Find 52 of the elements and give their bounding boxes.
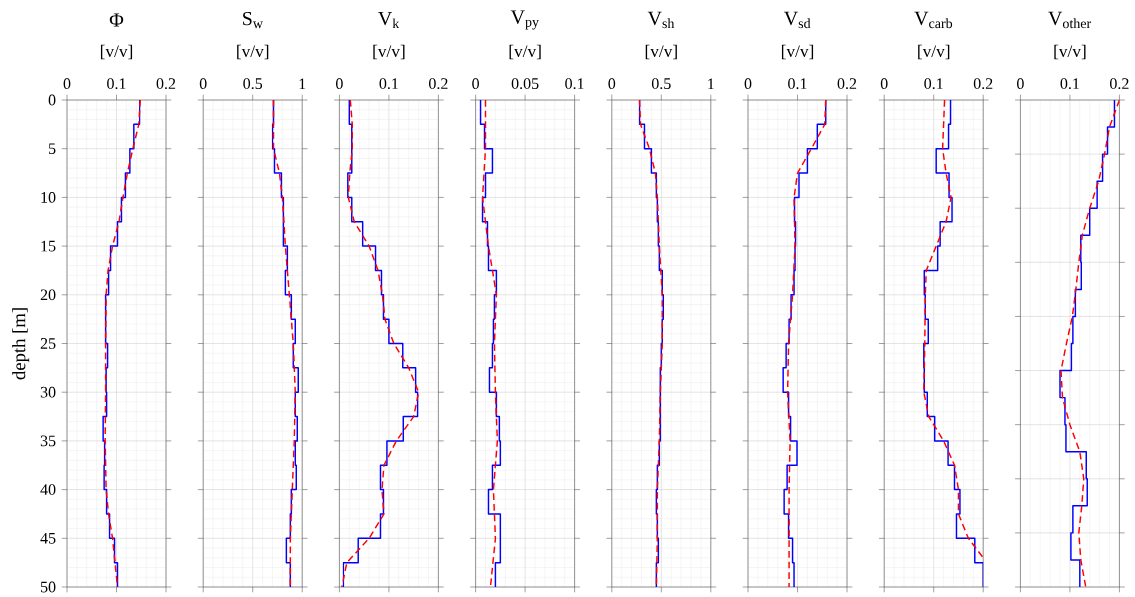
y-tick-label: 20 xyxy=(40,289,56,301)
x-tick-label: 0.2 xyxy=(973,78,993,90)
y-tick-label: 15 xyxy=(41,240,56,252)
x-tick-label: 1 xyxy=(708,78,714,90)
x-tick-label: 0.2 xyxy=(1110,78,1129,90)
x-tick-label: 1 xyxy=(299,78,306,90)
x-tick-label: 0.1 xyxy=(379,78,398,90)
y-tick-label: 0 xyxy=(48,94,56,106)
chart-title: V$_{sd}$ xyxy=(783,11,811,29)
x-tick-label: 0 xyxy=(880,78,888,90)
x-tick-label: 0.1 xyxy=(107,78,126,90)
y-tick-label: 50 xyxy=(40,581,56,593)
y-tick-label: 25 xyxy=(40,338,56,349)
x-axis-title: [v/v] xyxy=(100,44,133,60)
x-axis-title: [v/v] xyxy=(237,44,269,60)
y-tick-label: 30 xyxy=(40,386,56,398)
chart-title: V$_{other}$ xyxy=(1048,11,1092,29)
x-tick-label: 0.5 xyxy=(651,78,671,90)
x-tick-label: 0.1 xyxy=(565,78,584,90)
chart-title: Φ xyxy=(109,13,124,27)
chart-title: V$_{carb}$ xyxy=(914,11,953,29)
x-tick-label: 0 xyxy=(63,78,71,90)
x-tick-label: 0.1 xyxy=(1060,78,1079,90)
x-tick-label: 0 xyxy=(1017,78,1024,90)
chart-title: V$_{k}$ xyxy=(378,11,400,29)
x-axis-title: [v/v] xyxy=(781,44,814,60)
x-tick-label: 0.05 xyxy=(511,78,539,90)
x-tick-label: 0.5 xyxy=(243,78,263,90)
x-tick-label: 0 xyxy=(744,78,752,90)
x-axis-title: [v/v] xyxy=(373,44,405,60)
x-tick-label: 0 xyxy=(199,78,207,90)
x-tick-label: 0.1 xyxy=(788,78,807,90)
y-tick-label: 45 xyxy=(40,532,56,544)
chart-title: V$_{sh}$ xyxy=(647,11,675,29)
x-axis-title: [v/v] xyxy=(918,44,950,60)
x-axis-title: [v/v] xyxy=(1054,44,1086,60)
chart-title: V$_{py}$ xyxy=(510,10,539,30)
x-axis-title: [v/v] xyxy=(645,44,677,60)
x-tick-label: 0.2 xyxy=(429,78,448,90)
y-tick-label: 35 xyxy=(40,435,56,447)
x-tick-label: 0 xyxy=(608,78,616,90)
x-tick-label: 0.1 xyxy=(924,78,943,90)
y-axis-title: depth [m] xyxy=(12,308,30,380)
x-axis-title: [v/v] xyxy=(509,44,541,60)
chart-title: S$_{w}$ xyxy=(243,11,263,29)
x-tick-label: 0 xyxy=(472,78,479,90)
x-tick-label: 0 xyxy=(336,78,343,90)
y-tick-label: 5 xyxy=(48,143,56,155)
y-tick-label: 10 xyxy=(41,192,56,203)
y-tick-label: 40 xyxy=(40,484,56,495)
x-tick-label: 0.2 xyxy=(156,78,176,90)
x-tick-label: 0.2 xyxy=(837,78,857,90)
